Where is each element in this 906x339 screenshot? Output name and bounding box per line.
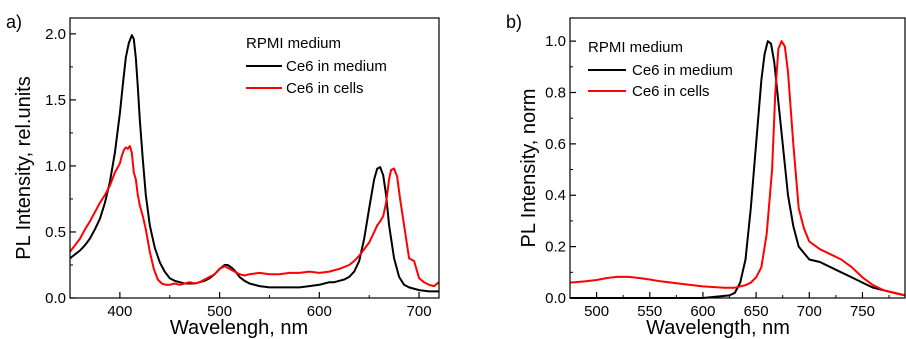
x-tick-label-b-550: 550 xyxy=(637,303,662,320)
y-tick-label-b-3: 0.6 xyxy=(545,136,566,153)
y-tick-label-a-1: 0.5 xyxy=(45,224,66,241)
x-tick-label-a-700: 700 xyxy=(407,303,432,320)
x-tick-label-a-600: 600 xyxy=(307,303,332,320)
y-tick-label-b-4: 0.8 xyxy=(545,84,566,101)
legend-label-a-cells: Ce6 in cells xyxy=(286,80,364,97)
y-tick-label-a-2: 1.0 xyxy=(45,158,66,175)
y-tick-label-b-0: 0.0 xyxy=(545,290,566,307)
x-tick-label-b-600: 600 xyxy=(690,303,715,320)
plot-frame-a xyxy=(69,17,440,299)
panel-label-b: b) xyxy=(506,12,522,32)
legend-b: RPMI medium Ce6 in medium Ce6 in cells xyxy=(588,39,733,100)
series-line-a-medium xyxy=(69,34,439,293)
x-tick-label-b-500: 500 xyxy=(584,303,609,320)
y-axis-title-a: PL Intensity, rel.units xyxy=(13,76,35,259)
legend-title-a: RPMI medium xyxy=(246,35,341,52)
y-tick-label-a-4: 2.0 xyxy=(45,26,66,43)
series-line-b-medium xyxy=(570,40,906,299)
plot-frame-b xyxy=(569,17,906,299)
series-line-a-cells xyxy=(69,145,440,288)
panel-label-a: a) xyxy=(6,12,22,32)
legend-title-b: RPMI medium xyxy=(588,39,683,56)
y-tick-label-b-2: 0.4 xyxy=(545,187,566,204)
panel-a: a) PL Intensity, rel.units Wavelengh, nm… xyxy=(6,12,440,339)
legend-label-b-cells: Ce6 in cells xyxy=(632,83,710,100)
y-tick-label-a-0: 0.0 xyxy=(45,290,66,307)
x-tick-label-b-700: 700 xyxy=(797,303,822,320)
y-axis-title-b: PL Intensity, norm xyxy=(518,89,540,248)
x-axis-title-a: Wavelengh, nm xyxy=(170,317,308,339)
series-line-b-cells xyxy=(569,40,906,297)
series-layer-b xyxy=(569,40,906,299)
y-tick-label-b-5: 1.0 xyxy=(545,33,566,50)
x-tick-label-a-500: 500 xyxy=(207,303,232,320)
tick-layer-b: 500 550 600 650 700 750 0.0 0.2 0.4 0.6 0.8 1.0 xyxy=(545,33,890,320)
y-tick-label-b-1: 0.2 xyxy=(545,239,566,256)
x-tick-label-b-750: 750 xyxy=(850,303,875,320)
y-tick-label-a-3: 1.5 xyxy=(45,92,66,109)
x-tick-label-a-400: 400 xyxy=(107,303,132,320)
legend-label-b-medium: Ce6 in medium xyxy=(632,62,733,79)
legend-label-a-medium: Ce6 in medium xyxy=(286,58,387,75)
legend-a: RPMI medium Ce6 in medium Ce6 in cells xyxy=(246,35,387,97)
tick-layer-a: 400 500 600 700 0.0 0.5 1.0 1.5 2.0 xyxy=(45,26,431,320)
panel-b: b) PL Intensity, norm Wavelength, nm 500… xyxy=(506,12,906,339)
x-tick-label-b-650: 650 xyxy=(744,303,769,320)
series-layer-a xyxy=(69,34,440,293)
x-axis-title-b: Wavelength, nm xyxy=(646,317,790,339)
